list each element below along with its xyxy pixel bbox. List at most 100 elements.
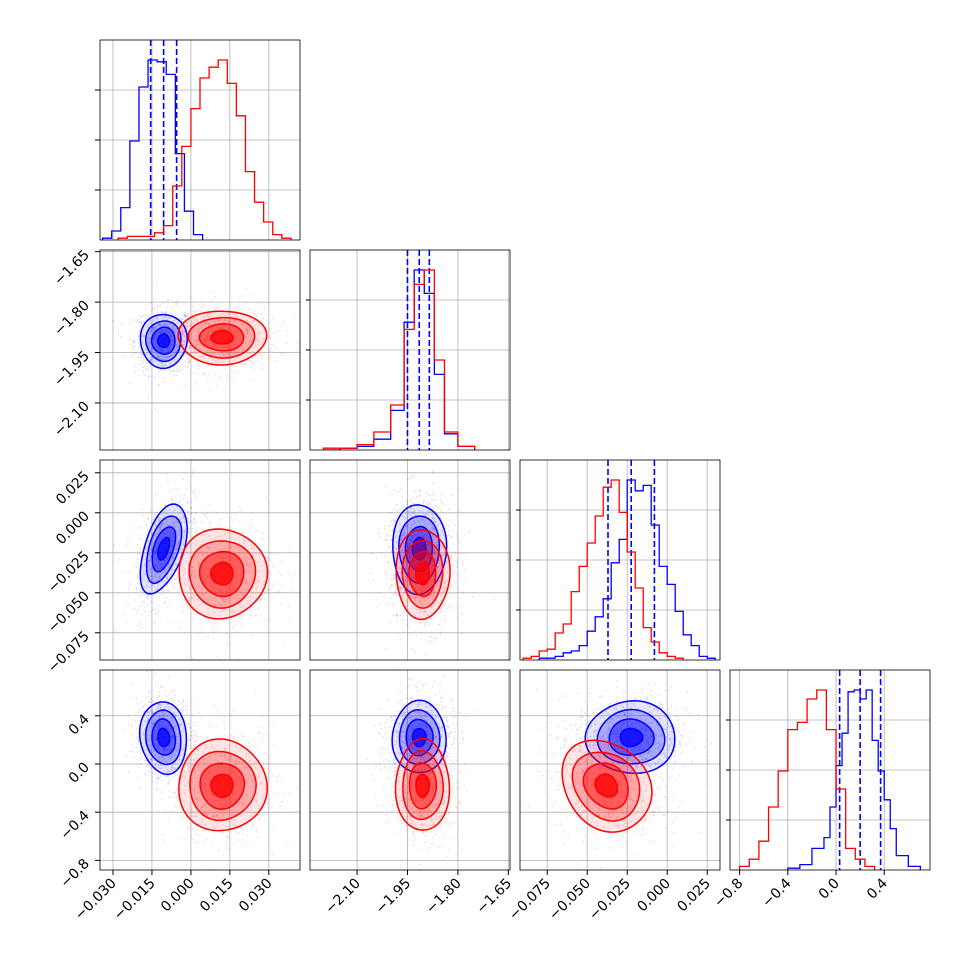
scatter-point	[160, 332, 163, 334]
scatter-point	[173, 582, 175, 585]
scatter-point	[269, 540, 272, 543]
scatter-point	[222, 831, 225, 834]
scatter-point	[391, 551, 393, 554]
scatter-point	[193, 570, 196, 572]
scatter-point	[419, 585, 421, 588]
scatter-point	[202, 357, 205, 359]
scatter-point	[453, 543, 456, 546]
scatter-point	[248, 340, 251, 342]
scatter-point	[456, 566, 458, 569]
scatter-point	[151, 331, 154, 333]
scatter-point	[446, 583, 448, 586]
scatter-point	[175, 548, 177, 551]
scatter-point	[237, 546, 240, 549]
scatter-point	[139, 787, 141, 790]
scatter-point	[164, 512, 167, 515]
scatter-point	[193, 575, 196, 577]
scatter-point	[221, 588, 223, 591]
scatter-point	[175, 370, 178, 373]
scatter-point	[203, 371, 206, 374]
scatter-point	[168, 490, 171, 493]
scatter-point	[258, 557, 261, 560]
scatter-point	[232, 333, 235, 335]
scatter-point	[238, 334, 241, 337]
scatter-point	[226, 346, 229, 349]
scatter-point	[255, 315, 258, 318]
scatter-point	[113, 544, 116, 547]
scatter-point	[127, 713, 130, 716]
scatter-point	[412, 539, 414, 542]
scatter-point	[187, 722, 190, 725]
scatter-point	[190, 320, 193, 323]
scatter-point	[150, 349, 153, 352]
scatter-point	[201, 567, 204, 570]
density-contour	[209, 561, 234, 586]
scatter-point	[288, 606, 290, 608]
scatter-point	[135, 587, 138, 589]
scatter-point	[172, 536, 175, 539]
scatter-point	[207, 607, 210, 610]
scatter-point	[258, 818, 261, 821]
scatter-point	[418, 620, 421, 622]
panel-content	[100, 250, 300, 450]
scatter-point	[157, 357, 160, 360]
scatter-point	[436, 543, 439, 546]
scatter-point	[164, 322, 167, 325]
scatter-point	[283, 644, 286, 646]
scatter-point	[198, 551, 201, 553]
scatter-point	[193, 343, 195, 346]
scatter-point	[213, 604, 216, 607]
scatter-point	[154, 522, 157, 525]
scatter-point	[206, 360, 209, 363]
scatter-point	[214, 599, 217, 602]
scatter-point	[173, 329, 176, 332]
scatter-point	[210, 563, 213, 566]
scatter-point	[243, 582, 246, 584]
scatter-point	[219, 559, 222, 562]
scatter-point	[175, 343, 178, 346]
scatter-point	[184, 541, 187, 543]
scatter-point	[217, 345, 220, 348]
scatter-point	[206, 313, 209, 316]
scatter-point	[143, 374, 146, 377]
scatter-point	[456, 560, 459, 563]
scatter-point	[180, 551, 183, 554]
scatter-point	[196, 339, 199, 342]
scatter-point	[185, 748, 188, 751]
scatter-point	[395, 551, 398, 554]
scatter-point	[182, 565, 185, 568]
scatter-point	[407, 506, 410, 509]
scatter-point	[249, 615, 252, 618]
scatter-point	[214, 308, 217, 311]
scatter-point	[158, 690, 161, 693]
scatter-point	[139, 594, 142, 597]
scatter-point	[134, 599, 137, 601]
scatter-point	[148, 560, 150, 563]
scatter-point	[165, 529, 168, 532]
scatter-point	[245, 341, 248, 344]
scatter-point	[207, 315, 210, 318]
scatter-point	[165, 522, 168, 525]
scatter-point	[246, 319, 249, 322]
scatter-point	[164, 532, 167, 535]
scatter-point	[229, 557, 231, 559]
scatter-point	[227, 635, 230, 638]
scatter-point	[286, 595, 289, 598]
scatter-point	[387, 601, 390, 604]
scatter-point	[451, 494, 453, 497]
scatter-point	[247, 326, 249, 329]
scatter-point	[166, 324, 169, 326]
scatter-point	[401, 534, 403, 537]
scatter-point	[244, 332, 247, 335]
scatter-point	[407, 546, 409, 549]
scatter-point	[445, 562, 447, 565]
scatter-point	[411, 569, 414, 572]
scatter-point	[226, 598, 228, 601]
scatter-point	[210, 622, 213, 625]
scatter-point	[264, 314, 267, 316]
scatter-point	[240, 543, 243, 546]
scatter-point	[149, 340, 152, 343]
scatter-point	[135, 727, 138, 730]
scatter-point	[241, 606, 244, 609]
scatter-point	[226, 313, 229, 316]
